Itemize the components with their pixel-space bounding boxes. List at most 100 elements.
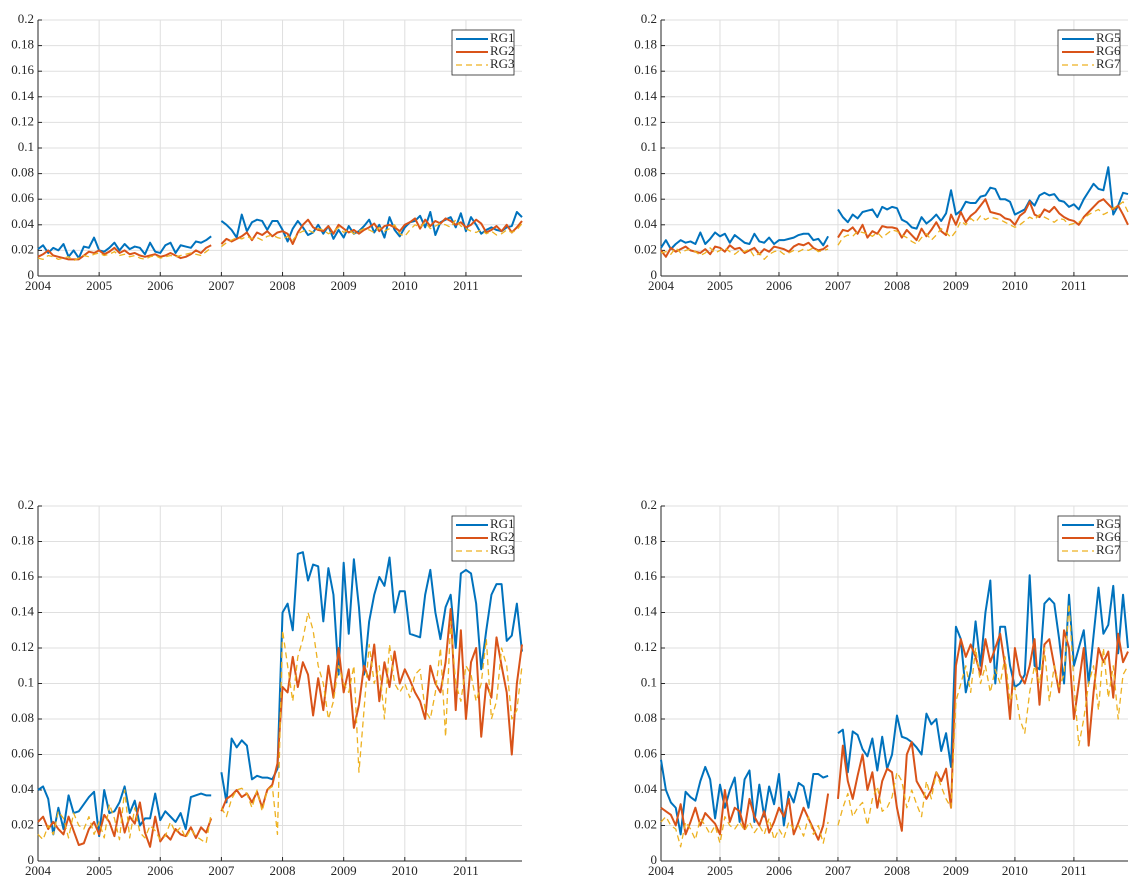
series-line bbox=[37, 219, 523, 262]
y-tick-label: 0.16 bbox=[11, 568, 34, 583]
x-tick-label: 2006 bbox=[147, 863, 174, 878]
y-tick-label: 0.08 bbox=[11, 165, 34, 180]
x-tick-label: 2011 bbox=[453, 278, 479, 293]
x-tick-label: 2005 bbox=[86, 278, 112, 293]
x-tick-label: 2005 bbox=[707, 278, 733, 293]
subplot: 0 0.02 0.04 0.06 0.08 0.1 0.12 0.14 0.16 0.18 0.2 2… bbox=[634, 11, 1129, 293]
y-tick-label: 0.08 bbox=[634, 165, 657, 180]
y-tick-label: 0.04 bbox=[11, 216, 34, 231]
legend-label: RG1 bbox=[490, 30, 515, 45]
x-tick-label: 2006 bbox=[147, 278, 174, 293]
y-tick-label: 0.14 bbox=[634, 603, 657, 618]
y-tick-label: 0.2 bbox=[641, 497, 657, 512]
y-tick-label: 0.02 bbox=[634, 816, 657, 831]
series-line bbox=[660, 602, 1129, 848]
legend-label: RG7 bbox=[1096, 56, 1121, 71]
x-tick-label: 2011 bbox=[1061, 863, 1087, 878]
legend-label: RG3 bbox=[490, 56, 515, 71]
y-tick-label: 0.18 bbox=[11, 532, 34, 547]
subplot: 0 0.02 0.04 0.06 0.08 0.1 0.12 0.14 0.16 0.18 0.2 2… bbox=[634, 497, 1129, 878]
x-tick-label: 2008 bbox=[270, 863, 296, 878]
series-line bbox=[660, 201, 1129, 261]
x-tick-label: 2006 bbox=[766, 863, 793, 878]
y-tick-label: 0.04 bbox=[11, 781, 34, 796]
subplot: 0 0.02 0.04 0.06 0.08 0.1 0.12 0.14 0.16 0.18 0.2 2… bbox=[11, 11, 523, 293]
y-tick-label: 0.16 bbox=[634, 568, 657, 583]
x-tick-label: 2010 bbox=[392, 278, 418, 293]
y-tick-label: 0.14 bbox=[11, 603, 34, 618]
y-tick-label: 0 bbox=[28, 852, 35, 867]
x-tick-label: 2010 bbox=[1002, 278, 1028, 293]
y-tick-label: 0.14 bbox=[634, 88, 657, 103]
y-tick-label: 0.2 bbox=[641, 11, 657, 26]
x-tick-label: 2009 bbox=[331, 863, 357, 878]
x-tick-label: 2008 bbox=[884, 863, 910, 878]
x-tick-label: 2004 bbox=[25, 863, 52, 878]
legend-label: RG2 bbox=[490, 43, 515, 58]
y-tick-label: 0.1 bbox=[641, 139, 657, 154]
y-tick-label: 0.2 bbox=[18, 11, 34, 26]
x-tick-label: 2007 bbox=[825, 278, 852, 293]
y-tick-label: 0.12 bbox=[11, 113, 34, 128]
y-tick-label: 0.02 bbox=[634, 241, 657, 256]
y-tick-label: 0.18 bbox=[11, 37, 34, 52]
legend-label: RG6 bbox=[1096, 529, 1121, 544]
x-tick-label: 2007 bbox=[825, 863, 852, 878]
y-tick-label: 0.18 bbox=[634, 37, 657, 52]
x-tick-label: 2005 bbox=[86, 863, 112, 878]
y-tick-label: 0.16 bbox=[634, 62, 657, 77]
subplot: 0 0.02 0.04 0.06 0.08 0.1 0.12 0.14 0.16 0.18 0.2 2… bbox=[11, 497, 523, 878]
series-line bbox=[37, 611, 523, 844]
x-tick-label: 2009 bbox=[943, 278, 969, 293]
x-tick-label: 2004 bbox=[648, 278, 675, 293]
legend-label: RG7 bbox=[1096, 542, 1121, 557]
y-tick-label: 0.14 bbox=[11, 88, 34, 103]
series-line bbox=[37, 607, 523, 848]
legend-label: RG6 bbox=[1096, 43, 1121, 58]
y-tick-label: 0 bbox=[651, 852, 658, 867]
legend-label: RG1 bbox=[490, 516, 515, 531]
legend-label: RG3 bbox=[490, 542, 515, 557]
y-tick-label: 0.06 bbox=[11, 190, 34, 205]
x-tick-label: 2011 bbox=[453, 863, 479, 878]
x-tick-label: 2006 bbox=[766, 278, 793, 293]
x-tick-label: 2010 bbox=[392, 863, 418, 878]
series-line bbox=[660, 166, 1129, 251]
x-tick-label: 2007 bbox=[208, 278, 235, 293]
y-tick-label: 0.08 bbox=[11, 710, 34, 725]
x-tick-label: 2004 bbox=[648, 863, 675, 878]
x-tick-label: 2009 bbox=[331, 278, 357, 293]
y-tick-label: 0.06 bbox=[634, 745, 657, 760]
x-tick-label: 2009 bbox=[943, 863, 969, 878]
y-tick-label: 0.12 bbox=[634, 113, 657, 128]
x-tick-label: 2008 bbox=[270, 278, 296, 293]
series-line bbox=[660, 574, 1129, 836]
y-tick-label: 0.06 bbox=[634, 190, 657, 205]
series-line bbox=[37, 551, 523, 838]
x-tick-label: 2004 bbox=[25, 278, 52, 293]
legend-label: RG2 bbox=[490, 529, 515, 544]
y-tick-label: 0.12 bbox=[11, 639, 34, 654]
y-tick-label: 0.08 bbox=[634, 710, 657, 725]
y-tick-label: 0.04 bbox=[634, 216, 657, 231]
series-line bbox=[37, 217, 523, 261]
y-tick-label: 0.18 bbox=[634, 532, 657, 547]
y-tick-label: 0.1 bbox=[18, 139, 34, 154]
y-tick-label: 0.02 bbox=[11, 241, 34, 256]
y-tick-label: 0.16 bbox=[11, 62, 34, 77]
x-tick-label: 2010 bbox=[1002, 863, 1028, 878]
legend-label: RG5 bbox=[1096, 30, 1121, 45]
x-tick-label: 2007 bbox=[208, 863, 235, 878]
y-tick-label: 0.1 bbox=[18, 674, 34, 689]
y-tick-label: 0.1 bbox=[641, 674, 657, 689]
x-tick-label: 2011 bbox=[1061, 278, 1087, 293]
y-tick-label: 0.2 bbox=[18, 497, 34, 512]
y-tick-label: 0 bbox=[651, 267, 658, 282]
x-tick-label: 2008 bbox=[884, 278, 910, 293]
y-tick-label: 0.04 bbox=[634, 781, 657, 796]
